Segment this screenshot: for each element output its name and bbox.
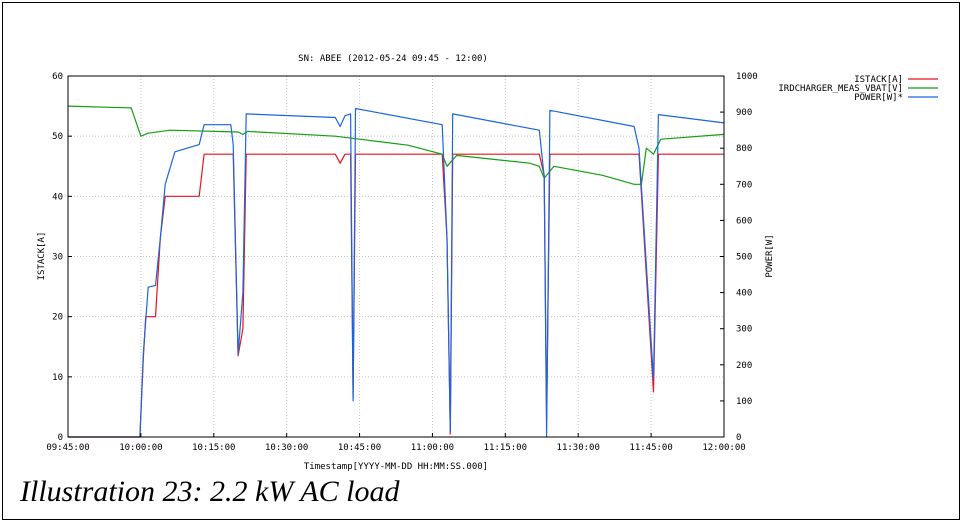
y-tick-label-right: 100 [736,397,752,407]
y-tick-label-right: 500 [736,253,752,263]
y-tick-label-right: 700 [736,180,752,190]
y-tick-label-right: 0 [736,433,741,443]
y-axis-label-left: ISTACK[A] [37,232,47,281]
series-line-power-w [68,107,725,438]
x-tick-label: 11:00:00 [411,443,454,453]
legend-label: IRDCHARGER_MEAS_VBAT[V] [778,84,903,94]
y-tick-label-right: 900 [736,108,752,118]
y-tick-label-left: 20 [52,313,63,323]
figure-caption: Illustration 23: 2.2 kW AC load [20,475,400,508]
series-layer [67,105,725,438]
y-tick-label-left: 30 [52,253,63,263]
x-axis-label: Timestamp[YYYY-MM-DD HH:MM:SS.000] [304,462,488,472]
x-tick-label: 10:00:00 [119,443,162,453]
y-axis-label-right: POWER[W] [765,234,775,277]
x-tick-label: 10:45:00 [338,443,381,453]
y-tick-label-right: 400 [736,289,752,299]
y-tick-label-left: 0 [58,433,63,443]
x-tick-label: 11:45:00 [629,443,672,453]
y-tick-label-left: 60 [52,72,63,82]
axis-ticks: 09:45:00 10:00:00 10:15:00 10:30:00 10:45:00… [46,72,757,453]
y-tick-label-left: 50 [52,132,63,142]
legend-label: ISTACK[A] [854,75,903,85]
x-tick-label: 09:45:00 [46,443,89,453]
series-line-irdcharger-meas-vbat-v [67,105,725,185]
legend: ISTACK[A]IRDCHARGER_MEAS_VBAT[V]POWER[W]… [778,75,938,103]
y-tick-label-right: 200 [736,361,752,371]
x-tick-label: 10:30:00 [265,443,308,453]
y-tick-label-right: 1000 [736,72,758,82]
x-tick-label: 10:15:00 [192,443,235,453]
y-tick-label-left: 40 [52,192,63,202]
y-tick-label-left: 10 [52,373,63,383]
legend-label: POWER[W]* [854,93,903,103]
series-line-istack-a [68,153,724,438]
x-tick-label: 12:00:00 [702,443,745,453]
chart-title: SN: ABEE (2012-05-24 09:45 - 12:00) [298,54,488,64]
x-tick-label: 11:15:00 [484,443,527,453]
grid [68,76,724,437]
y-tick-label-right: 800 [736,144,752,154]
y-tick-label-right: 300 [736,325,752,335]
x-tick-label: 11:30:00 [557,443,600,453]
y-tick-label-right: 600 [736,216,752,226]
